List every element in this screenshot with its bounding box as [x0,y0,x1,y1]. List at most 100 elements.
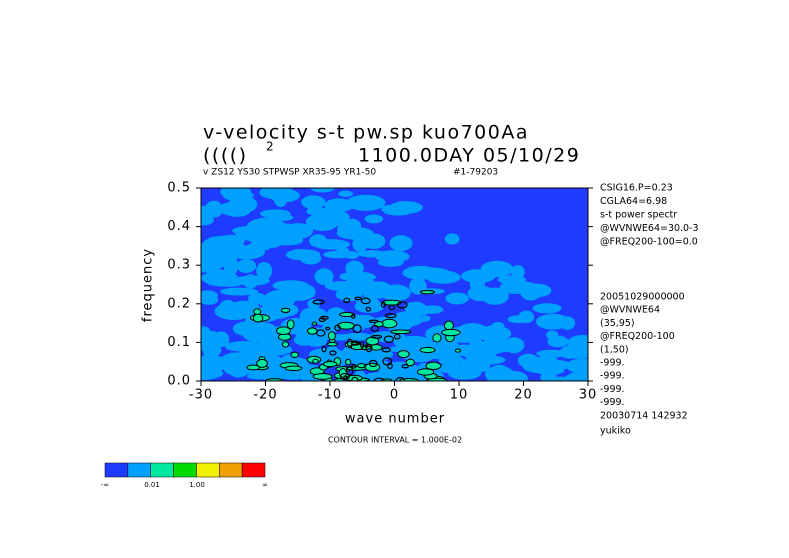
contour-line [382,357,393,366]
info-left: v ZS12 YS30 STPWSP XR35-95 YR1-50 [203,168,376,178]
contour-fill [434,364,466,373]
contour-fill [312,372,333,380]
contour-fill [441,328,461,337]
contour-fill [305,195,323,211]
contour-fill [322,361,338,368]
colorbar-box [104,462,129,478]
contour-fill [235,226,256,239]
contour-fill [248,292,267,305]
colorbar-box [127,462,151,478]
contour-fill [201,330,223,349]
contour-fill [481,262,511,272]
contour-fill [260,367,286,381]
contour-fill [507,315,529,324]
contour-fill [567,334,588,352]
contour-fill [314,268,334,285]
contour-fill [391,311,424,327]
contour-fill [362,233,386,249]
note: (1,50) [600,344,629,355]
x-tick-label: 10 [450,388,469,403]
y-tick-label: 0.0 [167,374,191,389]
contour-fill [491,321,505,331]
contour-fill [390,329,412,335]
contour-fill [397,350,410,359]
contour-fill [532,303,562,314]
contour-fill [214,302,253,321]
contour-fill [281,341,290,348]
contour-fill [517,353,539,368]
colorbar-box [241,462,266,478]
contour-fill [352,236,368,252]
contour-fill [201,215,214,226]
contour-line [370,334,383,339]
contour-fill [306,327,318,335]
contour-fill [359,281,395,299]
contour-fill [484,339,503,349]
colorbar-label: 1.00 [189,481,205,489]
contour-fill [324,198,354,212]
colorbar-label: 0.01 [144,481,160,489]
contour-fill [204,200,224,218]
note: @FREQ200-100=0.0 [600,237,698,248]
contour-fill [461,269,496,284]
contour-line [381,347,392,353]
contour-line [354,296,362,301]
contour-fill [272,213,294,222]
contour-fill [244,280,257,289]
contour-fill [203,350,218,358]
contour-fill [232,321,263,337]
contour-fill [252,313,264,323]
contour-line [320,315,329,320]
contour-fill [338,190,354,197]
contour-fill [326,307,346,322]
contour-fill [327,331,336,341]
contour-fill [286,319,295,330]
info-right: #1-79203 [453,168,498,178]
contour-fill [312,321,318,326]
note: -999. [600,384,625,395]
contour-line [350,313,356,319]
contour-fill [250,238,272,251]
contour-fill [207,236,235,244]
contour-fill [535,366,565,376]
contour-fill [425,270,461,284]
y-tick-label: 0.3 [167,258,191,273]
contour-fill [381,205,398,214]
contour-fill [201,358,230,371]
contour-line [325,326,331,331]
contour-fill [346,218,360,234]
contour-fill [356,363,366,369]
contour-fill [399,378,419,381]
contour-fill [297,372,311,380]
x-tick-label: 20 [514,388,533,403]
contour-fill [512,281,537,294]
contour-fill [432,333,442,343]
contour-fill [475,346,498,358]
colorbar-box [173,462,197,478]
contour-fill [389,201,423,214]
contour-fill [364,362,381,372]
note: -999. [600,358,625,369]
colorbar-label: ∞ [262,481,268,489]
contour-fill [201,242,227,261]
note: @WVNWE64=30.0-3 [600,223,699,234]
contour-fill [312,358,319,364]
contour-fill [282,282,316,301]
contour-line [351,376,359,381]
colorbar-label: -∞ [101,481,109,489]
contour-line [360,297,371,305]
y-tick-label: 0.1 [167,335,191,350]
note: -999. [600,397,625,408]
contour-fill [305,213,339,231]
contour-line [352,324,362,334]
contour-line [316,329,326,337]
contour-fill [352,315,367,332]
contour-fill [246,364,261,371]
contour-fill [345,358,352,366]
contour-fill [425,361,442,370]
contour-fill [499,370,529,381]
contour-fill [565,358,588,374]
contour-fill [389,235,413,252]
x-tick-label: -10 [318,388,342,403]
